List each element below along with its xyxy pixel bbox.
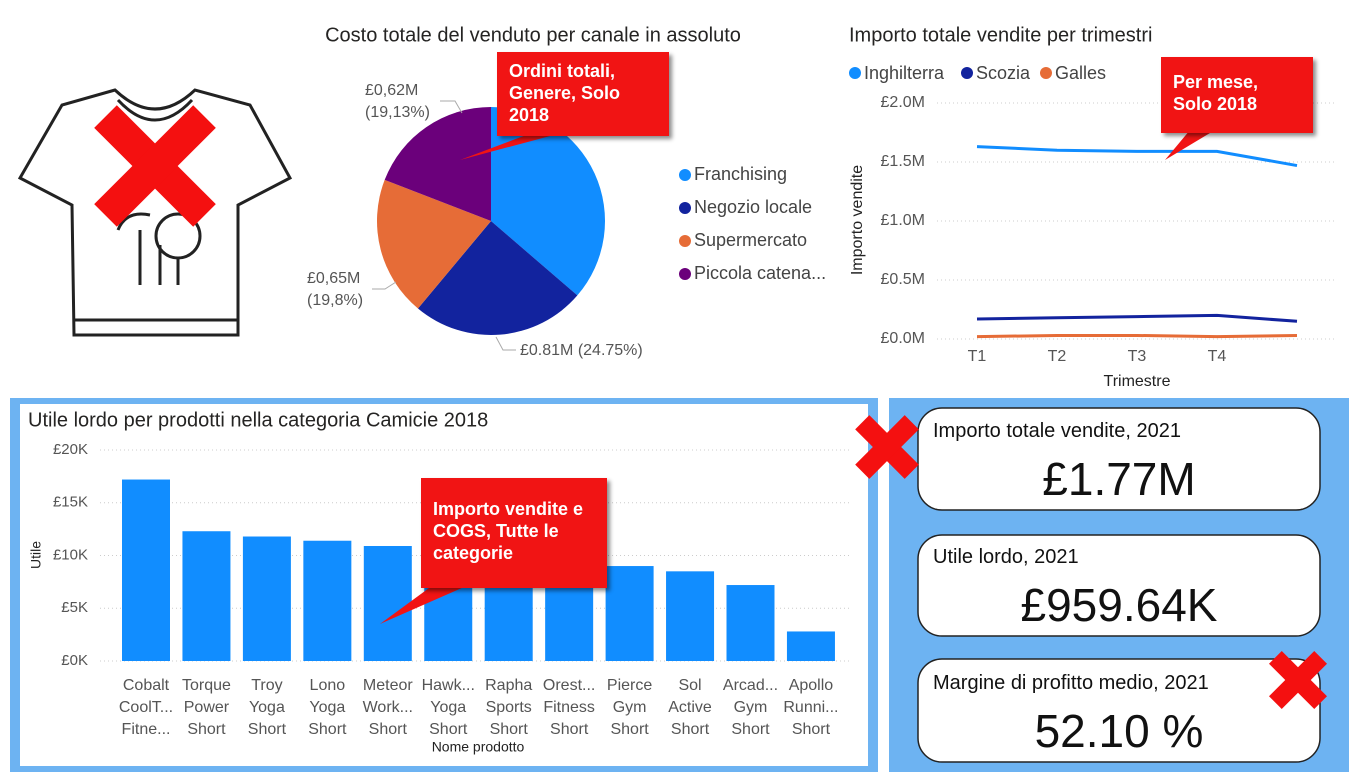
x-tick-label: Orest... Fitness Short [542, 677, 596, 738]
cross-icon [855, 415, 919, 479]
y-tick-label: £0K [61, 652, 88, 669]
tshirt-icon [17, 88, 293, 337]
bar [303, 540, 352, 661]
bar [242, 536, 291, 661]
x-tick-label: Arcad... Gym Short [722, 677, 779, 738]
y-axis-label: Utile [28, 541, 44, 569]
pie-slice [384, 107, 491, 221]
y-tick-label: £0.5M [881, 271, 925, 288]
legend-label: Franchising [694, 164, 787, 184]
legend-label: Inghilterra [864, 63, 945, 83]
card-value: £1.77M [1042, 453, 1196, 505]
callout-pointer [1165, 124, 1225, 160]
y-tick-label: £5K [61, 599, 88, 616]
legend-marker [679, 202, 691, 214]
x-tick-label: T2 [1048, 348, 1067, 365]
x-tick-label: Rapha Sports Short [485, 677, 533, 738]
data-label: £0,65M (19,8%) [307, 270, 364, 309]
bar [363, 546, 412, 661]
y-tick-label: £2.0M [881, 94, 925, 111]
card-value: £959.64K [1020, 579, 1218, 631]
x-tick-label: Meteor Work... Short [362, 677, 413, 738]
card-title: Importo totale vendite, 2021 [933, 420, 1181, 442]
x-tick-label: Lono Yoga Short [308, 677, 347, 738]
legend-marker [679, 268, 691, 280]
x-tick-label: Pierce Gym Short [606, 677, 653, 738]
leader-line [372, 100, 516, 351]
bar [666, 571, 715, 661]
legend-marker [1040, 67, 1052, 79]
card-title: Margine di profitto medio, 2021 [933, 672, 1209, 694]
card [917, 407, 1321, 511]
data-label: £0.81M (24.75%) [520, 342, 643, 359]
bar [122, 479, 170, 661]
callout: Ordini totali, Genere, Solo 2018 [497, 52, 669, 136]
x-tick-label: T1 [968, 348, 987, 365]
card-value: 52.10 % [1034, 705, 1204, 757]
legend-label: Scozia [976, 63, 1031, 83]
y-tick-label: £1.5M [881, 153, 925, 170]
x-axis-label: Trimestre [1104, 373, 1171, 390]
x-tick-label: Hawk... Yoga Short [421, 677, 475, 738]
chart-title: Utile lordo per prodotti nella categoria… [28, 409, 488, 431]
y-tick-label: £20K [53, 441, 88, 458]
callout-pointer [380, 580, 480, 624]
legend-label: Galles [1055, 63, 1106, 83]
chart-title: Importo totale vendite per trimestri [849, 24, 1152, 46]
card [917, 658, 1321, 763]
x-tick-label: T4 [1208, 348, 1227, 365]
cross-icon [94, 105, 216, 227]
legend-label: Negozio locale [694, 197, 812, 217]
y-axis-label: Importo vendite [849, 165, 866, 275]
y-tick-label: £1.0M [881, 212, 925, 229]
pie-slice [491, 107, 605, 296]
x-tick-label: Apollo Runni... Short [783, 677, 839, 738]
legend-label: Supermercato [694, 230, 807, 250]
y-tick-label: £15K [53, 494, 88, 511]
legend-marker [679, 235, 691, 247]
pie-slice [376, 179, 491, 309]
x-tick-label: Cobalt CoolT... Fitne... [118, 677, 174, 738]
x-tick-label: T3 [1128, 348, 1147, 365]
x-tick-label: Torque Power Short [181, 677, 231, 738]
line [976, 333, 1298, 339]
x-tick-label: Troy Yoga Short [247, 677, 287, 738]
bar [182, 531, 231, 661]
legend-marker [961, 67, 973, 79]
card-title: Utile lordo, 2021 [933, 546, 1079, 568]
line [976, 145, 1298, 168]
callout: Per mese, Solo 2018 [1161, 57, 1313, 133]
pie-slice [417, 221, 578, 336]
data-label: £0,62M (19,13%) [365, 82, 430, 121]
legend-marker [849, 67, 861, 79]
x-axis-label: Nome prodotto [432, 739, 525, 755]
line [976, 313, 1298, 323]
bar [605, 566, 654, 661]
legend-marker [679, 169, 691, 181]
callout-pointer [460, 128, 580, 160]
x-tick-label: Sol Active Short [668, 677, 712, 738]
y-tick-label: £0.0M [881, 330, 925, 347]
legend-label: Piccola catena... [694, 263, 826, 283]
cross-icon [1269, 651, 1327, 709]
y-tick-label: £10K [53, 546, 88, 563]
chart-title: Costo totale del venduto per canale in a… [325, 24, 741, 46]
card [917, 534, 1321, 637]
callout: Importo vendite e COGS, Tutte le categor… [421, 478, 607, 588]
bar [726, 585, 775, 661]
bar [786, 631, 835, 661]
